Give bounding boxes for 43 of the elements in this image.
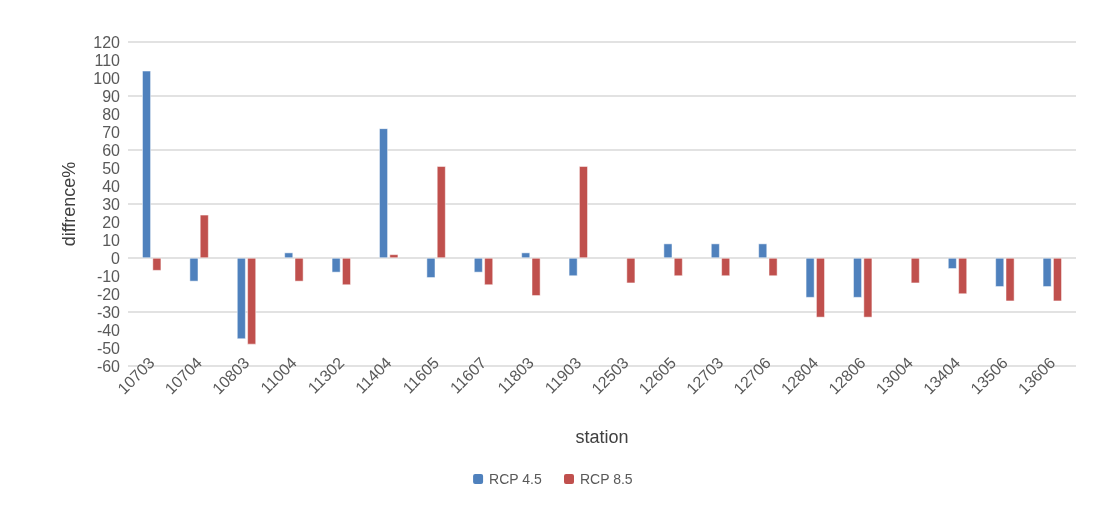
- bar: [758, 243, 768, 258]
- y-tick-label: -60: [96, 357, 121, 375]
- y-tick-label: 80: [102, 105, 121, 123]
- bar: [189, 258, 199, 282]
- y-tick-label: 110: [94, 51, 121, 69]
- y-tick-label: 100: [93, 69, 121, 87]
- bar: [721, 258, 730, 276]
- bar: [568, 258, 578, 276]
- y-tick-label: -40: [96, 321, 121, 339]
- bar: [521, 252, 531, 258]
- bar: [673, 258, 683, 276]
- legend-label: RCP 4.5: [489, 471, 542, 487]
- bar: [768, 258, 778, 276]
- y-tick-label: -20: [96, 285, 121, 303]
- y-tick-label: 120: [93, 33, 121, 51]
- bar: [711, 243, 720, 258]
- bar: [531, 258, 541, 296]
- bar: [152, 258, 162, 271]
- legend-label: RCP 8.5: [580, 471, 633, 487]
- bar: [199, 214, 209, 258]
- y-tick-label: 0: [111, 249, 121, 267]
- y-tick-label: 30: [102, 195, 121, 213]
- bar: [142, 70, 151, 258]
- bar: [294, 258, 304, 282]
- y-tick-label: 90: [102, 87, 121, 105]
- y-tick-label: -50: [96, 339, 121, 357]
- y-tick-label: 70: [102, 123, 121, 141]
- bar: [436, 166, 446, 258]
- bar: [579, 166, 588, 258]
- y-tick-label: -10: [96, 267, 121, 285]
- bar: [426, 258, 436, 278]
- y-tick-label: 10: [102, 231, 121, 249]
- bar: [910, 258, 920, 284]
- y-tick-label: 60: [102, 141, 121, 159]
- bar: [663, 243, 673, 258]
- y-tick-label: 50: [102, 159, 121, 177]
- bar: [284, 252, 294, 258]
- x-axis-title: station: [575, 427, 629, 447]
- y-tick-label: 40: [102, 177, 121, 195]
- bar: [626, 258, 636, 284]
- y-axis-title: diffrence%: [59, 161, 79, 247]
- y-tick-label: -30: [96, 303, 121, 321]
- y-tick-label: 20: [102, 213, 121, 231]
